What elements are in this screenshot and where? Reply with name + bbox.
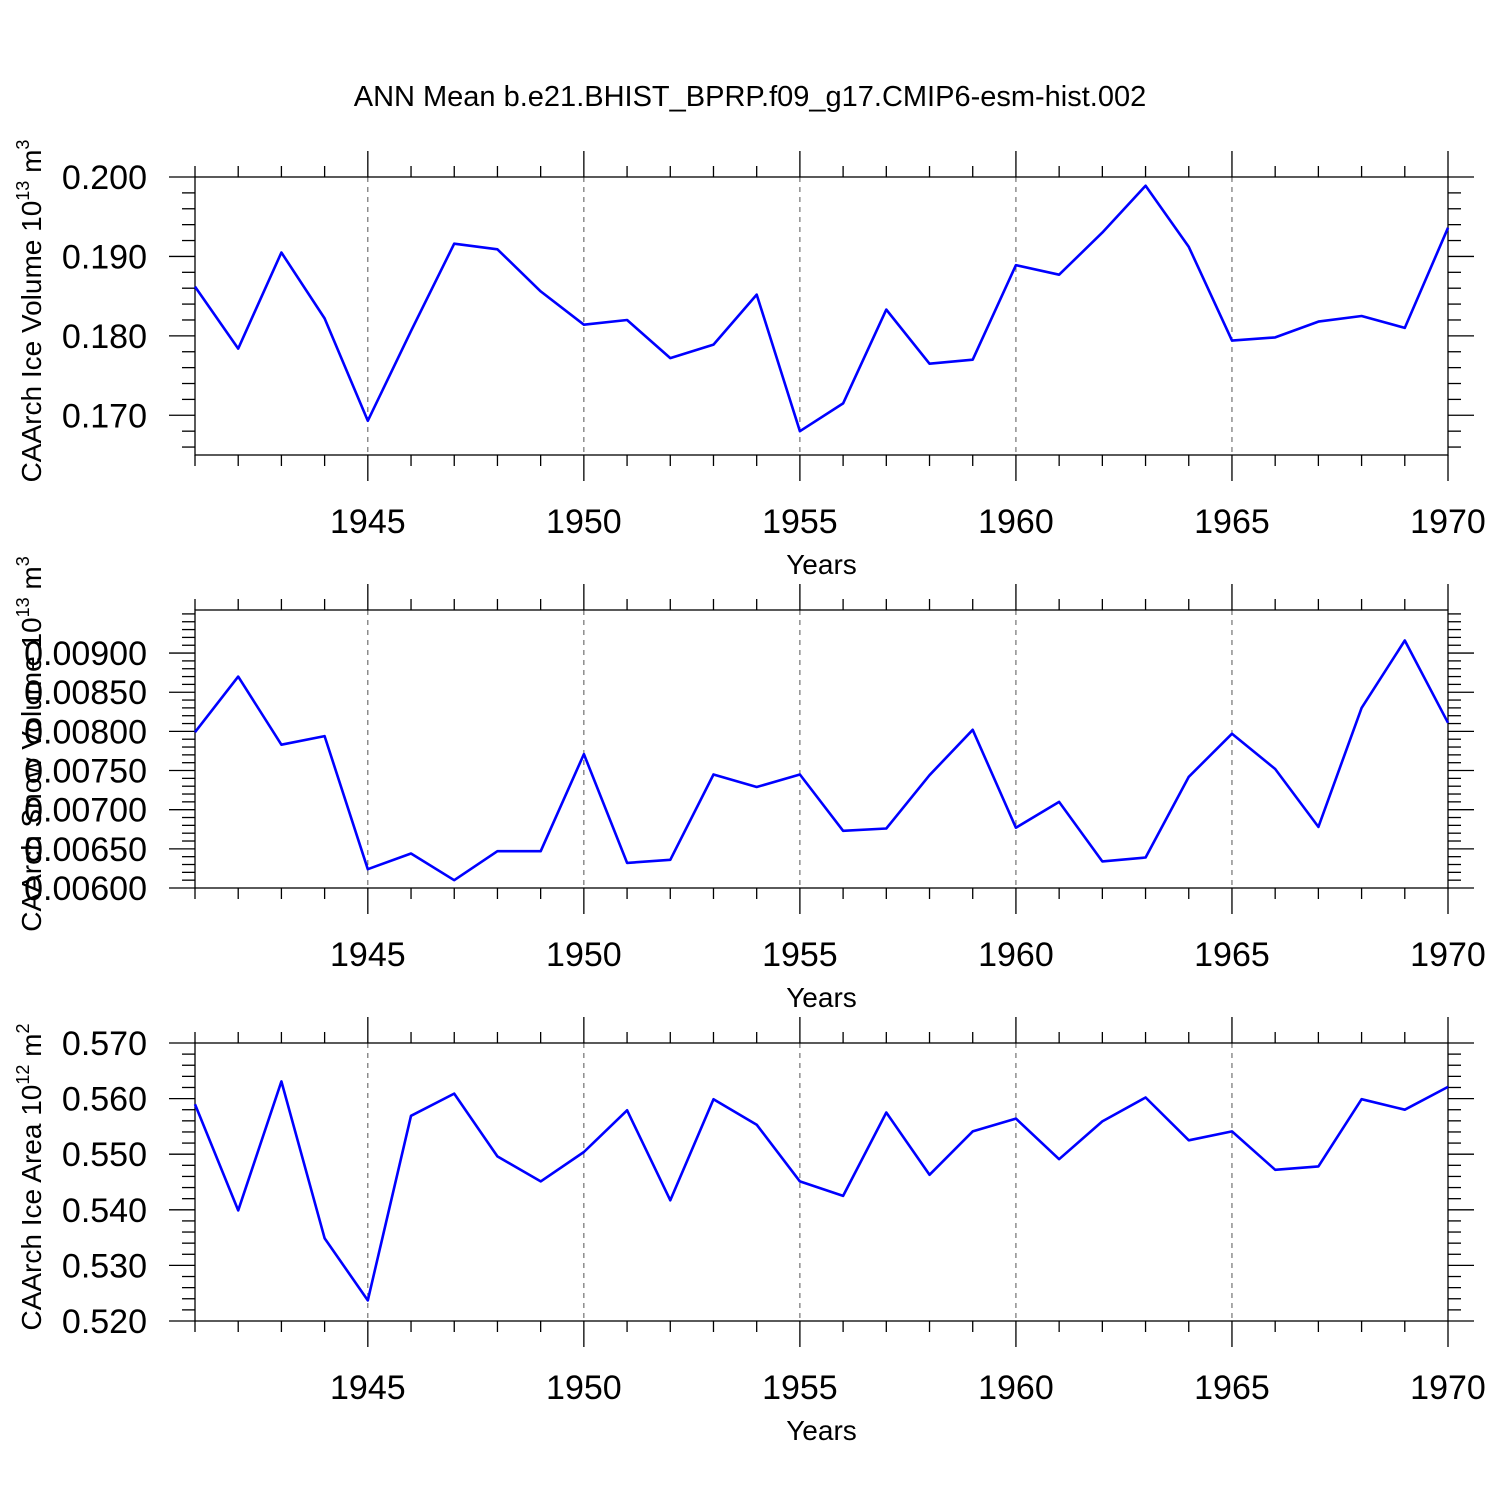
y-tick-label: 0.540: [62, 1192, 147, 1230]
x-tick-label: 1965: [1194, 936, 1270, 974]
x-tick-label: 1950: [546, 1369, 622, 1407]
x-tick-label: 1955: [762, 503, 838, 541]
y-axis-title-part: CAArch Ice Area 10: [16, 1085, 47, 1331]
y-axis-title-superscript: 13: [13, 181, 33, 201]
plot-frame: [194, 176, 1449, 456]
y-tick-label: 0.570: [62, 1025, 147, 1063]
y-axis-title-superscript: 3: [13, 556, 33, 566]
y-tick-label: 0.550: [62, 1136, 147, 1174]
panel-3: 0.520 0.530 0.540 0.550 0.560 0.570 1945 1950 19…: [13, 1017, 1486, 1446]
series-line-2: [193, 639, 1450, 882]
panels: 0.170 0.180 0.190 0.200 1945 1950 1955 1960 1965…: [13, 140, 1486, 1446]
x-tick-label: 1965: [1194, 1369, 1270, 1407]
y-axis-title-part: CAArch Ice Volume 10: [16, 201, 47, 483]
y-tick-label: 0.00700: [24, 792, 147, 830]
plot-frame: [194, 1042, 1449, 1322]
data-points: [194, 1081, 1449, 1301]
x-axis-title: Years: [786, 1415, 857, 1446]
y-tick-label: 0.560: [62, 1081, 147, 1119]
y-axis-title-part: m: [16, 150, 47, 181]
x-tick-label: 1960: [978, 1369, 1054, 1407]
y-tick-label: 0.00600: [24, 870, 147, 908]
y-axis-title-part: m: [16, 1033, 47, 1064]
y-tick-label: 0.00800: [24, 713, 147, 751]
data-points: [194, 185, 1449, 432]
figure-title: ANN Mean b.e21.BHIST_BPRP.f09_g17.CMIP6-…: [354, 81, 1147, 113]
panel-2: 0.006000.006500.007000.007500.008000.008…: [13, 556, 1486, 1013]
y-axis-title-superscript: 12: [13, 1065, 33, 1085]
panel-1: 0.170 0.180 0.190 0.200 1945 1950 1955 1960 1965…: [13, 140, 1486, 580]
y-tick-label: 0.00850: [24, 674, 147, 712]
y-axis-title: CAArch Snow Volume 1013 m3: [13, 556, 47, 932]
x-tick-label: 1970: [1410, 936, 1486, 974]
y-tick-label: 0.530: [62, 1247, 147, 1285]
x-tick-label: 1960: [978, 503, 1054, 541]
x-tick-label: 1960: [978, 936, 1054, 974]
x-tick-label: 1970: [1410, 503, 1486, 541]
y-tick-label: 0.00650: [24, 831, 147, 869]
x-tick-label: 1970: [1410, 1369, 1486, 1407]
y-axis-title-superscript: 2: [13, 1023, 33, 1033]
x-tick-label: 1945: [330, 1369, 406, 1407]
plot-frame: [194, 609, 1449, 889]
x-tick-label: 1945: [330, 503, 406, 541]
y-tick-label: 0.190: [62, 238, 147, 276]
y-axis-title-part: CAArch Snow Volume 10: [16, 617, 47, 931]
x-tick-label: 1945: [330, 936, 406, 974]
y-axis-title-superscript: 3: [13, 140, 33, 150]
x-tick-label: 1955: [762, 1369, 838, 1407]
y-axis-title-superscript: 13: [13, 597, 33, 617]
y-tick-label: 0.00750: [24, 753, 147, 791]
x-axis-title: Years: [786, 549, 857, 580]
x-tick-label: 1950: [546, 503, 622, 541]
x-tick-label: 1955: [762, 936, 838, 974]
y-tick-label: 0.00900: [24, 635, 147, 673]
y-axis-title: CAArch Ice Volume 1013 m3: [13, 140, 47, 483]
x-tick-label: 1950: [546, 936, 622, 974]
series-line-3: [193, 1080, 1449, 1302]
series-line-1: [193, 184, 1450, 433]
y-axis-title-part: m: [16, 566, 47, 597]
y-tick-label: 0.180: [62, 318, 147, 356]
y-axis-title: CAArch Ice Area 1012 m2: [13, 1023, 47, 1330]
y-tick-label: 0.200: [62, 159, 147, 197]
y-tick-label: 0.520: [62, 1303, 147, 1341]
y-tick-label: 0.170: [62, 397, 147, 435]
data-points: [194, 640, 1449, 881]
x-tick-label: 1965: [1194, 503, 1270, 541]
x-axis-title: Years: [786, 982, 857, 1013]
